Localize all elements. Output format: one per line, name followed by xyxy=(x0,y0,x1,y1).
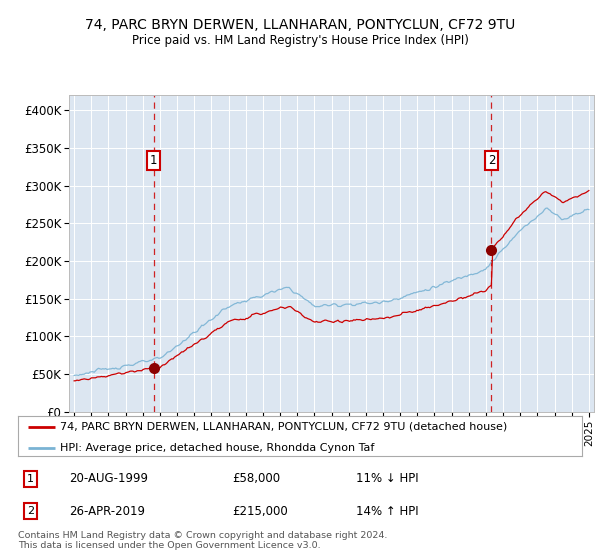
Text: HPI: Average price, detached house, Rhondda Cynon Taf: HPI: Average price, detached house, Rhon… xyxy=(60,442,374,452)
Text: £58,000: £58,000 xyxy=(232,473,280,486)
Text: 74, PARC BRYN DERWEN, LLANHARAN, PONTYCLUN, CF72 9TU: 74, PARC BRYN DERWEN, LLANHARAN, PONTYCL… xyxy=(85,18,515,32)
Text: 74, PARC BRYN DERWEN, LLANHARAN, PONTYCLUN, CF72 9TU (detached house): 74, PARC BRYN DERWEN, LLANHARAN, PONTYCL… xyxy=(60,422,508,432)
Text: Price paid vs. HM Land Registry's House Price Index (HPI): Price paid vs. HM Land Registry's House … xyxy=(131,34,469,47)
Text: 14% ↑ HPI: 14% ↑ HPI xyxy=(356,505,419,517)
Text: 11% ↓ HPI: 11% ↓ HPI xyxy=(356,473,419,486)
Text: 2: 2 xyxy=(488,153,495,166)
Text: 20-AUG-1999: 20-AUG-1999 xyxy=(69,473,148,486)
Text: £215,000: £215,000 xyxy=(232,505,288,517)
Text: 26-APR-2019: 26-APR-2019 xyxy=(69,505,145,517)
Text: 1: 1 xyxy=(150,153,158,166)
Text: Contains HM Land Registry data © Crown copyright and database right 2024.
This d: Contains HM Land Registry data © Crown c… xyxy=(18,531,388,550)
Text: 2: 2 xyxy=(27,506,34,516)
Text: 1: 1 xyxy=(27,474,34,484)
